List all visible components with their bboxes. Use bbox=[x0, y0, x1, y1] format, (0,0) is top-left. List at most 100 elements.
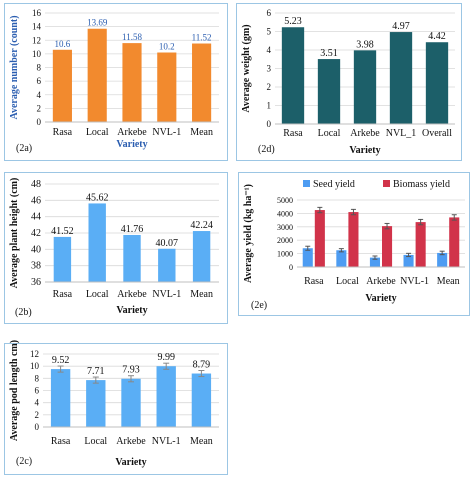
data-label: 11.52 bbox=[192, 33, 212, 43]
panel-label-2a: (2a) bbox=[16, 143, 33, 154]
chart-panel-2d: 0 1 2 3 4 5 6 5.23 Rasa 3.51 Local 3.98 Arkebe 4.97 NV… bbox=[236, 3, 462, 161]
y-tick-label: 1000 bbox=[277, 250, 293, 259]
y-axis-title: Average number (count) bbox=[9, 15, 20, 119]
y-tick-label: 4 bbox=[267, 45, 272, 55]
x-axis-title: Variety bbox=[116, 305, 147, 316]
x-axis-title: Variety bbox=[349, 145, 380, 156]
chart-2a: 0 2 4 6 8 10 12 14 16 10.6 Rasa 13.69 Local 11.58 Arke… bbox=[9, 8, 219, 150]
y-tick-label: 40 bbox=[31, 244, 41, 255]
x-axis-title: Variety bbox=[116, 139, 147, 150]
x-axis-title: Variety bbox=[115, 457, 146, 468]
x-tick-label: Local bbox=[86, 289, 109, 300]
y-tick-label: 3000 bbox=[277, 223, 293, 232]
y-tick-label: 2000 bbox=[277, 236, 293, 245]
bar bbox=[302, 248, 313, 267]
y-tick-label: 1 bbox=[267, 101, 272, 111]
x-tick-label: Mean bbox=[437, 276, 460, 287]
data-label: 4.97 bbox=[392, 21, 410, 32]
data-label: 10.6 bbox=[55, 39, 71, 49]
y-tick-label: 14 bbox=[32, 22, 42, 32]
y-tick-label: 0 bbox=[37, 117, 42, 127]
bar bbox=[121, 378, 141, 427]
y-tick-label: 48 bbox=[31, 179, 41, 190]
data-label: 41.52 bbox=[51, 226, 74, 237]
bar bbox=[158, 248, 176, 282]
x-tick-label: Overall bbox=[422, 128, 452, 139]
x-tick-label: Local bbox=[84, 436, 107, 447]
y-axis-title: Average pod length cm) bbox=[9, 340, 20, 441]
x-tick-label: Local bbox=[336, 276, 359, 287]
chart-2b: 36 38 40 42 44 46 48 41.52 Rasa 45.62 Local 41.76 Ar… bbox=[9, 178, 219, 316]
x-tick-label: Rasa bbox=[51, 436, 71, 447]
panel-label-2d: (2d) bbox=[258, 144, 275, 155]
y-tick-label: 16 bbox=[32, 8, 42, 18]
chart-2e: 0 1000 2000 3000 4000 5000 Rasa Local Arkebe NVL-… bbox=[243, 179, 465, 304]
data-label: 45.62 bbox=[86, 192, 109, 203]
x-tick-label: Rasa bbox=[283, 128, 303, 139]
bar bbox=[353, 50, 377, 125]
x-tick-label: Local bbox=[318, 128, 341, 139]
y-tick-label: 44 bbox=[31, 212, 41, 223]
y-axis-title: Average plant height (cm) bbox=[9, 178, 20, 289]
y-tick-label: 12 bbox=[32, 35, 41, 45]
bar bbox=[403, 254, 414, 267]
data-label: 9.99 bbox=[157, 352, 175, 363]
x-tick-label: Rasa bbox=[53, 289, 73, 300]
y-tick-label: 6 bbox=[267, 8, 272, 18]
bar bbox=[382, 226, 393, 267]
bar bbox=[425, 42, 449, 125]
data-label: 41.76 bbox=[121, 224, 144, 235]
data-label: 42.24 bbox=[190, 220, 213, 231]
x-tick-label: Mean bbox=[190, 436, 213, 447]
data-label: 9.52 bbox=[52, 355, 70, 366]
bar bbox=[348, 212, 359, 267]
y-tick-label: 5000 bbox=[277, 196, 293, 205]
bar bbox=[87, 28, 107, 122]
y-tick-label: 4000 bbox=[277, 209, 293, 218]
data-label: 5.23 bbox=[284, 16, 302, 27]
y-tick-label: 46 bbox=[31, 195, 41, 206]
x-tick-label: Arkebe bbox=[366, 276, 396, 287]
bar bbox=[156, 366, 176, 427]
x-tick-label: Arkebe bbox=[116, 436, 146, 447]
bar bbox=[314, 210, 325, 267]
bar bbox=[192, 231, 211, 282]
panel-label-2b: (2b) bbox=[15, 307, 32, 318]
chart-2d: 0 1 2 3 4 5 6 5.23 Rasa 3.51 Local 3.98 Arkebe 4.97 NV… bbox=[241, 8, 455, 156]
x-axis-title: Variety bbox=[365, 293, 396, 304]
bar bbox=[281, 27, 305, 124]
bar bbox=[157, 52, 177, 123]
y-tick-label: 8 bbox=[37, 63, 42, 73]
bar bbox=[192, 43, 212, 122]
bar bbox=[86, 380, 106, 427]
x-tick-label: NVL-1 bbox=[152, 289, 181, 300]
bar bbox=[122, 43, 142, 122]
chart-panel-2a: 0 2 4 6 8 10 12 14 16 10.6 Rasa 13.69 Local 11.58 Arke… bbox=[4, 3, 228, 161]
x-tick-label: Rasa bbox=[304, 276, 324, 287]
bar bbox=[369, 257, 380, 267]
chart-panel-2c: 0 2 4 6 8 10 12 9.52 Rasa 7.71 Local 7.93 Arkebe 9.99… bbox=[4, 340, 228, 475]
y-tick-label: 6 bbox=[37, 76, 42, 86]
x-tick-label: NVL-1 bbox=[400, 276, 429, 287]
y-axis-title: Average weight (gm) bbox=[241, 24, 252, 112]
bar bbox=[389, 32, 413, 124]
x-tick-label: Local bbox=[86, 127, 109, 138]
bar bbox=[53, 236, 72, 282]
x-tick-label: NVL-1 bbox=[152, 436, 181, 447]
legend-swatch bbox=[383, 180, 390, 187]
y-tick-label: 10 bbox=[30, 361, 40, 371]
y-tick-label: 6 bbox=[35, 386, 40, 396]
y-tick-label: 0 bbox=[289, 263, 293, 272]
y-tick-label: 42 bbox=[31, 228, 41, 239]
x-tick-label: Arkebe bbox=[350, 128, 380, 139]
bar bbox=[317, 59, 341, 124]
chart-panel-2b: 36 38 40 42 44 46 48 41.52 Rasa 45.62 Local 41.76 Ar… bbox=[4, 172, 228, 324]
y-tick-label: 3 bbox=[267, 64, 272, 74]
y-axis-title: Average yield (kg ha⁻¹) bbox=[243, 184, 254, 283]
y-tick-label: 2 bbox=[37, 103, 42, 113]
x-tick-label: Rasa bbox=[53, 127, 73, 138]
data-label: 7.93 bbox=[122, 365, 140, 376]
y-tick-label: 4 bbox=[35, 398, 40, 408]
x-tick-label: Arkebe bbox=[117, 127, 147, 138]
x-tick-label: Mean bbox=[190, 289, 213, 300]
